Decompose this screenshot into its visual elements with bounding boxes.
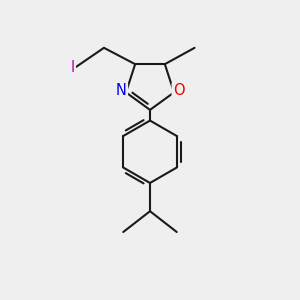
Text: I: I — [70, 60, 75, 75]
Text: N: N — [116, 83, 127, 98]
Text: O: O — [173, 83, 184, 98]
